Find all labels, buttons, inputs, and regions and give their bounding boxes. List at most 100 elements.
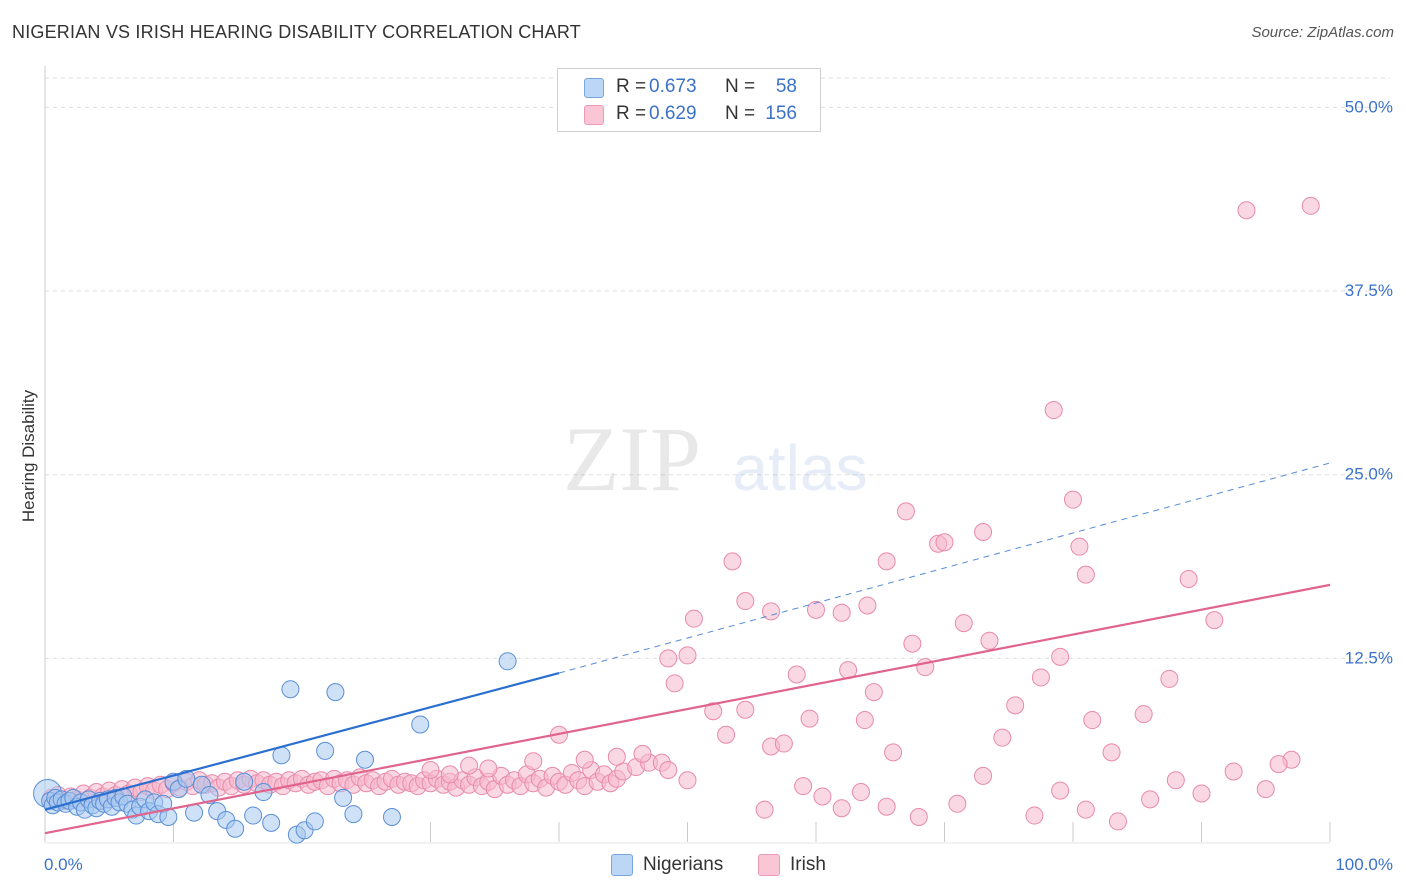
irish-point — [1070, 537, 1089, 556]
x-tick-label-max: 100.0% — [1335, 855, 1393, 874]
irish-point — [1301, 196, 1320, 215]
irish-point — [800, 709, 819, 728]
irish-point — [1192, 784, 1211, 803]
legend-swatch-nigerians — [584, 78, 604, 98]
irish-point — [421, 761, 440, 780]
nigerians-point — [355, 750, 374, 769]
irish-point — [678, 646, 697, 665]
legend-label-nigerians: Nigerians — [643, 854, 724, 875]
irish-point — [903, 634, 922, 653]
legend-row-nigerians: R = 0.673 N = 58 — [558, 74, 820, 100]
legend-n-value: 156 — [765, 103, 797, 124]
x-tick-label-min: 0.0% — [44, 855, 83, 874]
nigerians-point — [305, 812, 324, 831]
irish-series — [42, 196, 1320, 831]
nigerians-point — [177, 769, 196, 788]
nigerians-point — [244, 806, 263, 825]
y-axis-label: Hearing Disability — [19, 389, 38, 522]
irish-point — [774, 734, 793, 753]
irish-point — [762, 602, 781, 621]
nigerians-trend-line — [44, 671, 560, 811]
irish-point — [755, 800, 774, 819]
chart-title: NIGERIAN VS IRISH HEARING DISABILITY COR… — [12, 22, 581, 42]
irish-point — [935, 533, 954, 552]
irish-point — [787, 665, 806, 684]
irish-point — [678, 771, 697, 790]
nigerians-point — [200, 785, 219, 804]
irish-point — [807, 600, 825, 619]
nigerians-point — [316, 741, 335, 760]
irish-point — [1064, 490, 1082, 509]
series-legend: Nigerians Irish — [0, 852, 1406, 878]
irish-point — [832, 799, 851, 818]
irish-point — [460, 756, 479, 775]
irish-point — [1025, 806, 1044, 825]
irish-point — [794, 777, 813, 796]
nigerians-point — [498, 652, 517, 671]
watermark-atlas: atlas — [732, 432, 867, 504]
nigerians-point — [226, 819, 245, 838]
correlation-legend: R = 0.673 N = 58 R = 0.629 N = 156 — [557, 68, 821, 132]
irish-point — [1108, 812, 1127, 831]
legend-r-label: R = — [616, 103, 647, 124]
nigerians-point — [344, 805, 363, 824]
nigerians-point — [326, 683, 345, 702]
legend-n-label: N = — [725, 76, 756, 97]
irish-point — [704, 702, 723, 721]
irish-point — [440, 765, 459, 784]
irish-point — [948, 794, 967, 813]
irish-point — [1256, 780, 1275, 799]
irish-point — [575, 750, 594, 769]
irish-point — [851, 783, 870, 802]
irish-point — [1076, 565, 1095, 584]
legend-n-value: 58 — [775, 76, 797, 97]
watermark: ZIP atlas — [563, 408, 868, 510]
irish-point — [1102, 743, 1121, 762]
irish-point — [877, 797, 896, 816]
legend-swatch-irish — [758, 854, 780, 876]
legend-row-irish: R = 0.629 N = 156 — [558, 101, 820, 127]
irish-point — [1051, 781, 1070, 800]
legend-r-value: 0.673 — [649, 76, 697, 97]
legend-r-label: R = — [616, 76, 647, 97]
irish-point — [855, 711, 874, 730]
watermark-zip: ZIP — [563, 408, 701, 510]
irish-point — [1006, 696, 1025, 715]
irish-point — [993, 728, 1012, 747]
irish-point — [1134, 705, 1153, 724]
irish-point — [813, 787, 832, 806]
irish-point — [723, 552, 742, 571]
y-tick-label: 37.5% — [1345, 281, 1393, 300]
legend-label-irish: Irish — [790, 854, 826, 875]
legend-swatch-nigerians — [611, 854, 633, 876]
tick-labels: 12.5% 25.0% 37.5% 50.0% 0.0% 100.0% — [44, 97, 1393, 874]
irish-point — [896, 502, 915, 521]
irish-point — [736, 592, 755, 611]
irish-point — [1166, 771, 1185, 790]
y-tick-label: 25.0% — [1345, 465, 1393, 484]
irish-point — [1076, 800, 1095, 819]
y-tick-label: 50.0% — [1345, 97, 1393, 116]
irish-point — [633, 744, 652, 763]
irish-point — [858, 596, 877, 615]
nigerians-point — [262, 813, 281, 832]
irish-point — [1083, 711, 1102, 730]
irish-point — [717, 725, 736, 744]
nigerians-point — [382, 808, 401, 827]
irish-point — [832, 603, 851, 622]
nigerians-point — [235, 772, 254, 791]
irish-point — [980, 631, 999, 650]
nigerians-point — [411, 715, 430, 734]
irish-point — [884, 743, 903, 762]
irish-point — [1031, 668, 1050, 687]
irish-point — [974, 522, 993, 541]
irish-point — [607, 747, 626, 766]
nigerians-point — [281, 680, 300, 699]
irish-point — [1141, 790, 1160, 809]
legend-r-value: 0.629 — [649, 103, 697, 124]
irish-point — [684, 609, 703, 628]
irish-point — [1237, 201, 1256, 220]
irish-point — [1179, 570, 1198, 589]
source-label: Source: ZipAtlas.com — [1251, 24, 1394, 41]
